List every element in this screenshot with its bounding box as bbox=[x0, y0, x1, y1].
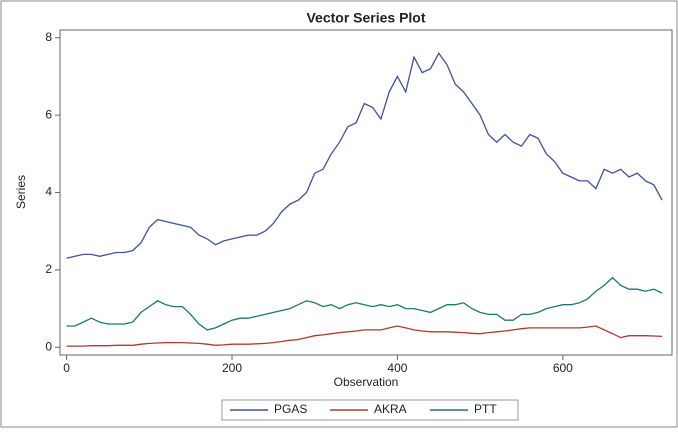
legend-label: AKRA bbox=[374, 402, 407, 416]
y-tick-label: 4 bbox=[45, 185, 52, 199]
chart-title: Vector Series Plot bbox=[306, 10, 425, 26]
legend bbox=[221, 399, 519, 421]
y-tick-label: 2 bbox=[45, 262, 52, 276]
y-tick-label: 6 bbox=[45, 107, 52, 121]
x-axis-label: Observation bbox=[334, 375, 399, 389]
x-tick-label: 400 bbox=[387, 361, 407, 375]
series-line bbox=[66, 325, 663, 347]
y-tick-label: 0 bbox=[45, 339, 52, 353]
legend-label: PGAS bbox=[274, 402, 307, 416]
series-line bbox=[66, 51, 663, 259]
y-tick-label: 8 bbox=[45, 30, 52, 44]
series-line bbox=[66, 276, 663, 331]
x-tick-label: 600 bbox=[553, 361, 573, 375]
y-axis-label: Series bbox=[14, 175, 28, 209]
x-tick-label: 0 bbox=[63, 361, 70, 375]
legend-label: PTT bbox=[474, 402, 497, 416]
x-tick-label: 200 bbox=[222, 361, 242, 375]
